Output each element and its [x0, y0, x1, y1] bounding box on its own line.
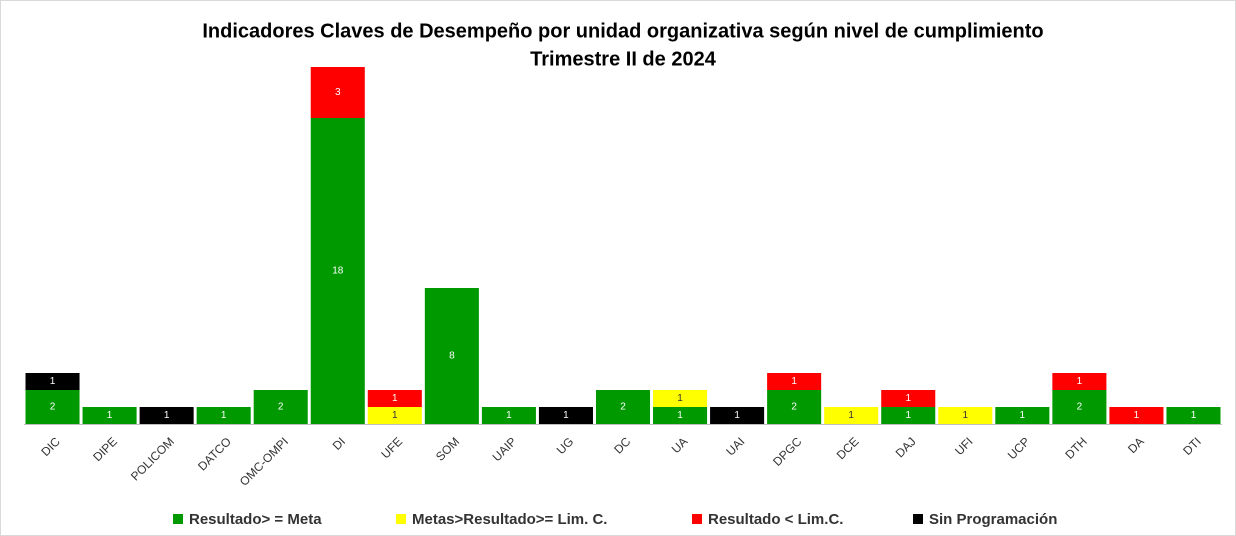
legend-label: Sin Programación — [929, 511, 1057, 528]
value-label: 2 — [278, 402, 284, 413]
value-label: 1 — [1077, 376, 1083, 387]
bar-segment — [310, 67, 365, 118]
bar-segment — [253, 390, 308, 424]
bar-segment — [424, 288, 479, 424]
chart-title: Indicadores Claves de Desempeño por unid… — [202, 20, 1043, 42]
value-label: 1 — [848, 410, 854, 421]
bar-segment — [25, 390, 80, 424]
legend-swatch — [173, 514, 183, 524]
value-label: 1 — [905, 410, 911, 421]
legend-swatch — [396, 514, 406, 524]
value-label: 3 — [335, 87, 341, 98]
bar-segment — [995, 407, 1050, 424]
value-label: 1 — [392, 393, 398, 404]
value-label: 18 — [332, 266, 344, 277]
value-label: 1 — [1191, 410, 1197, 421]
value-label: 2 — [791, 402, 797, 413]
bar-segment — [595, 390, 651, 424]
bar-segment — [824, 407, 879, 424]
value-label: 1 — [677, 410, 683, 421]
value-label: 1 — [963, 410, 969, 421]
value-label: 1 — [164, 410, 170, 421]
legend-label: Metas>Resultado>= Lim. C. — [412, 511, 607, 528]
value-label: 2 — [620, 402, 626, 413]
value-label: 8 — [449, 351, 455, 362]
bar-segment — [653, 390, 708, 407]
bar-segment — [881, 407, 936, 424]
bar-segment — [653, 407, 708, 424]
legend-label: Resultado < Lim.C. — [708, 511, 843, 528]
value-label: 1 — [734, 410, 740, 421]
chart-subtitle: Trimestre II de 2024 — [530, 48, 717, 70]
legend-label: Resultado> = Meta — [189, 511, 322, 528]
bar-segment — [938, 407, 993, 424]
bar-segment — [1109, 407, 1164, 424]
bar-segment — [710, 407, 765, 424]
value-label: 1 — [677, 393, 683, 404]
value-label: 1 — [50, 376, 56, 387]
bar-segment — [767, 373, 822, 390]
value-label: 1 — [1134, 410, 1140, 421]
value-label: 1 — [221, 410, 227, 421]
bar-segment — [767, 390, 822, 424]
value-label: 1 — [392, 410, 398, 421]
bar-segment — [367, 407, 422, 424]
value-label: 2 — [1077, 402, 1083, 413]
bar-segment — [139, 407, 194, 424]
bar-segment — [1166, 407, 1221, 424]
bar-segment — [367, 390, 422, 407]
bar-segment — [310, 118, 365, 424]
legend-swatch — [692, 514, 702, 524]
bar-segment — [881, 390, 936, 407]
value-label: 1 — [107, 410, 113, 421]
bar-segment — [481, 407, 536, 424]
bar-segment — [196, 407, 251, 424]
value-label: 1 — [905, 393, 911, 404]
value-label: 1 — [563, 410, 569, 421]
value-label: 2 — [50, 402, 56, 413]
bar-segment — [25, 373, 80, 390]
bar-segment — [82, 407, 137, 424]
value-label: 1 — [1020, 410, 1026, 421]
bar-segment — [1052, 373, 1107, 390]
value-label: 1 — [791, 376, 797, 387]
legend-swatch — [913, 514, 923, 524]
bar-segment — [1052, 390, 1107, 424]
bar-segment — [538, 407, 593, 424]
value-label: 1 — [506, 410, 512, 421]
